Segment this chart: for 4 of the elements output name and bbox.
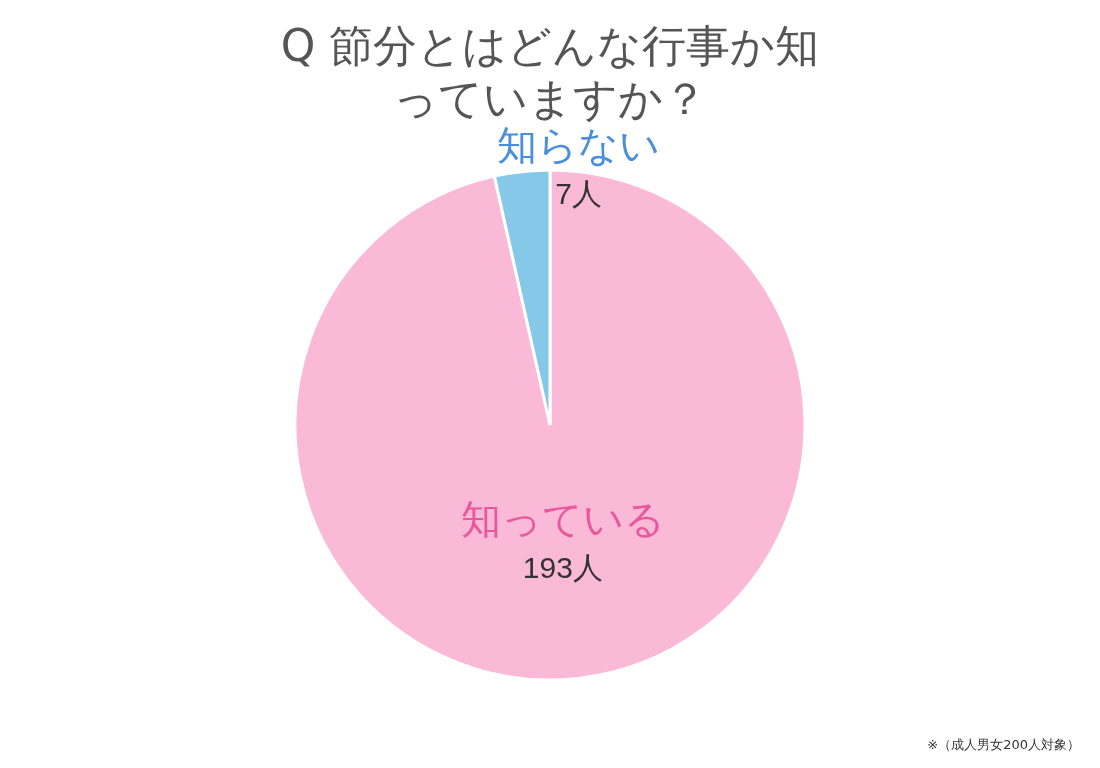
data-label: 193人 bbox=[522, 550, 603, 584]
data-label: 7人 bbox=[555, 176, 602, 210]
slice-label: 知っている bbox=[460, 496, 665, 541]
text: ※（成人男女200人対象） bbox=[927, 736, 1080, 754]
